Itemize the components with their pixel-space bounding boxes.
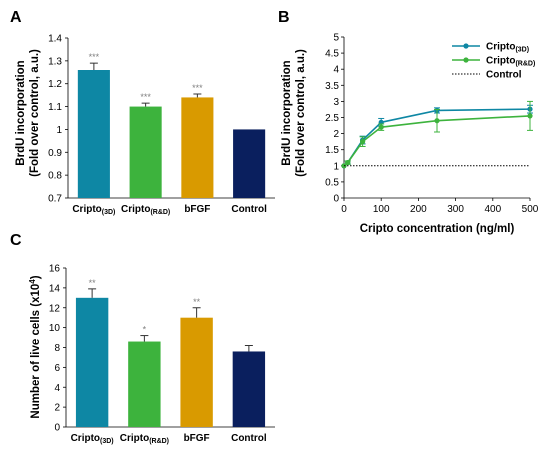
chart-b-x-tick-label: 100 <box>373 204 390 215</box>
chart-c-y-tick-label: 12 <box>49 303 61 314</box>
chart-b-legend-marker <box>463 57 469 63</box>
chart-b-x-title: Cripto concentration (ng/ml) <box>360 223 515 235</box>
chart-b-y-title-line1: BrdU incorporation <box>281 60 293 165</box>
chart-b-y-tick-label: 3.5 <box>325 81 339 92</box>
chart-c-bar <box>128 341 161 427</box>
chart-b-data-point <box>378 124 384 130</box>
chart-a-bar <box>129 106 162 198</box>
chart-a-y-tick-label: 1 <box>56 125 62 136</box>
chart-c-bar <box>75 297 109 427</box>
chart-b-y-tick-label: 4.5 <box>325 49 339 60</box>
chart-a-significance-label: *** <box>192 83 203 93</box>
chart-a-bar <box>181 97 214 198</box>
chart-a-y-title-line2: (Fold over control, a.u.) <box>29 49 41 177</box>
chart-b-y-title-line2: (Fold over control, a.u.) <box>295 49 307 177</box>
chart-b-x-tick-label: 200 <box>410 204 427 215</box>
chart-a-y-tick-label: 1.4 <box>48 34 62 45</box>
chart-c-y-tick-label: 10 <box>49 323 61 334</box>
chart-a-category-label: Cripto(R&D) <box>121 204 170 216</box>
chart-c-bar <box>180 317 213 427</box>
panel-label-b: B <box>278 9 290 26</box>
chart-a-significance-label: *** <box>140 92 151 102</box>
chart-b-y-tick-label: 2 <box>333 129 339 140</box>
chart-c-y-tick-label: 2 <box>54 403 60 414</box>
chart-b-x-tick-label: 300 <box>447 204 464 215</box>
chart-b-y-tick-label: 4 <box>333 65 339 76</box>
chart-a-y-tick-label: 0.7 <box>48 194 62 205</box>
chart-a-y-tick-label: 1.1 <box>48 102 62 113</box>
chart-b-y-tick-label: 0.5 <box>325 177 339 188</box>
chart-a-y-tick-label: 1.3 <box>48 56 62 67</box>
chart-a-category-label: Cripto(3D) <box>72 204 115 216</box>
chart-c-y-tick-label: 14 <box>49 283 61 294</box>
chart-c-significance-label: ** <box>193 297 201 307</box>
chart-c-y-tick-label: 6 <box>54 363 60 374</box>
chart-c-category-label: Cripto(3D) <box>71 433 114 445</box>
chart-b-y-tick-label: 2.5 <box>325 113 339 124</box>
chart-c-significance-label: * <box>143 325 147 335</box>
chart-a-bar <box>77 70 110 198</box>
chart-a-y-tick-label: 0.9 <box>48 148 62 159</box>
chart-b-legend-label: Cripto(R&D) <box>486 56 535 68</box>
chart-b-legend-marker <box>463 43 469 49</box>
chart-c-y-tick-label: 8 <box>54 343 60 354</box>
chart-a-y-title-line1: BrdU incorporation <box>15 60 27 165</box>
chart-c-y-title: Number of live cells (x104) <box>28 275 42 418</box>
chart-c-y-tick-label: 4 <box>54 383 60 394</box>
chart-b-y-tick-label: 1 <box>333 161 339 172</box>
chart-b-x-tick-label: 500 <box>522 204 539 215</box>
chart-c: Number of live cells (x104) 0 2 4 6 8 10 12 14 1… <box>28 264 275 445</box>
chart-c-y-tick-label: 0 <box>54 423 60 434</box>
chart-b-legend-label: Control <box>486 70 522 81</box>
chart-b: BrdU incorporation (Fold over control, a… <box>281 33 539 236</box>
chart-b-x-tick-label: 0 <box>341 204 347 215</box>
chart-b-y-tick-label: 5 <box>333 33 339 44</box>
chart-b-data-point <box>434 118 440 124</box>
chart-c-bar <box>232 351 266 427</box>
chart-c-category-label: Cripto(R&D) <box>120 433 169 445</box>
chart-a: BrdU incorporation (Fold over control, a… <box>15 34 275 216</box>
chart-b-y-tick-label: 0 <box>333 194 339 205</box>
chart-b-data-point <box>527 113 533 119</box>
chart-b-data-point <box>345 159 351 166</box>
chart-a-category-label: Control <box>231 204 267 215</box>
chart-a-significance-label: *** <box>89 52 100 62</box>
chart-b-data-point <box>360 139 366 145</box>
chart-b-legend-label: Cripto(3D) <box>486 42 529 54</box>
chart-c-category-label: bFGF <box>184 433 210 444</box>
chart-a-y-tick-label: 1.2 <box>48 79 62 90</box>
chart-a-bar <box>233 129 266 198</box>
chart-a-category-label: bFGF <box>184 204 210 215</box>
chart-b-y-tick-label: 1.5 <box>325 145 339 156</box>
chart-b-y-tick-label: 3 <box>333 97 339 108</box>
panel-label-a: A <box>10 9 22 26</box>
panel-label-c: C <box>10 232 22 249</box>
chart-c-category-label: Control <box>231 433 267 444</box>
chart-c-significance-label: ** <box>89 278 97 288</box>
chart-b-x-tick-label: 400 <box>484 204 501 215</box>
chart-c-y-tick-label: 16 <box>49 264 61 275</box>
chart-a-y-tick-label: 0.8 <box>48 171 62 182</box>
